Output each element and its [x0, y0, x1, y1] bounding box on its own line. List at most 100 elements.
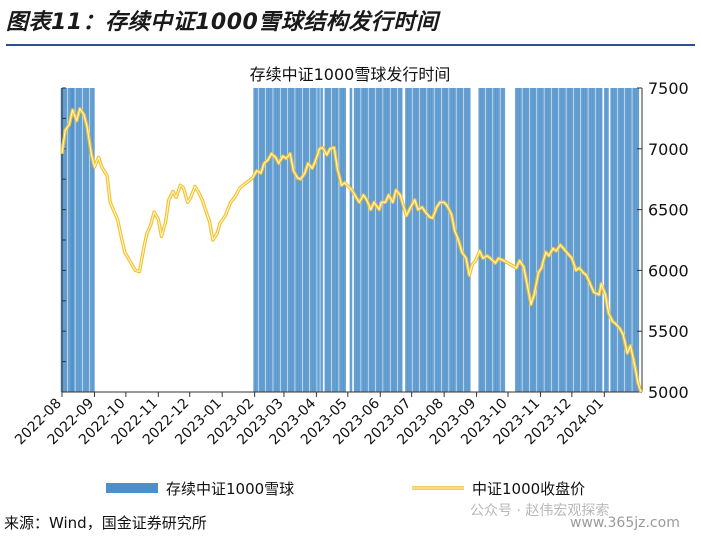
issue-bar — [436, 88, 440, 392]
issue-bar — [399, 88, 403, 392]
issue-bar — [343, 88, 346, 392]
issue-bar — [414, 88, 418, 392]
issue-bar — [453, 88, 456, 392]
issue-bar — [260, 88, 264, 392]
issue-bar — [583, 88, 586, 392]
issue-bar — [306, 88, 310, 392]
issue-bar — [64, 88, 68, 392]
issue-bar — [297, 88, 300, 392]
issue-bar — [368, 88, 372, 392]
issue-bar — [526, 88, 530, 392]
issue-bar — [636, 88, 640, 392]
issue-bar — [592, 88, 596, 392]
issue-bar — [86, 88, 90, 392]
issue-bar — [372, 88, 376, 392]
issue-bar — [445, 88, 449, 392]
issue-bar — [581, 88, 584, 392]
issue-bar — [568, 88, 572, 392]
issue-bar — [84, 88, 88, 392]
issue-bar — [588, 88, 591, 392]
issue-bar — [255, 88, 259, 392]
issue-bar — [524, 88, 528, 392]
issue-bar — [275, 88, 278, 392]
issue-bar — [75, 88, 78, 392]
legend-label-line: 中证1000收盘价 — [472, 480, 585, 498]
y-tick-label: 7000 — [648, 140, 689, 159]
issue-bar — [253, 88, 256, 392]
issue-bar — [629, 88, 632, 392]
issue-bar — [287, 88, 291, 392]
issue-bar — [421, 88, 425, 392]
issue-bar — [541, 88, 544, 392]
legend-label-bars: 存续中证1000雪球 — [166, 480, 294, 498]
issue-bar — [619, 88, 623, 392]
issue-bar — [624, 88, 628, 392]
y-tick-label: 6500 — [648, 201, 689, 220]
issue-bar — [606, 88, 609, 392]
issue-bar — [449, 88, 452, 392]
issue-bar — [522, 88, 525, 392]
issue-bar — [423, 88, 427, 392]
source-note: 来源：Wind，国金证券研究所 — [4, 514, 207, 532]
issue-bar — [394, 88, 398, 392]
issue-bar — [419, 88, 423, 392]
issue-bar — [485, 88, 489, 392]
issue-bar — [465, 88, 469, 392]
issue-bar — [478, 88, 482, 392]
issue-bar — [299, 88, 303, 392]
chart-title: 存续中证1000雪球发行时间 — [250, 65, 451, 84]
issue-bar — [627, 88, 630, 392]
issue-bar — [529, 88, 533, 392]
y-tick-label: 5500 — [648, 322, 689, 341]
issue-bar — [438, 88, 442, 392]
issue-bar — [544, 88, 547, 392]
issue-bar — [361, 88, 364, 392]
issue-bar — [380, 88, 383, 392]
issue-bar — [341, 88, 344, 392]
issue-bar — [353, 88, 357, 392]
issue-bar — [358, 88, 361, 392]
issue-bar — [575, 88, 579, 392]
issue-bar — [551, 88, 555, 392]
issue-bar — [561, 88, 564, 392]
issue-bar — [339, 88, 342, 392]
legend-swatch-bars — [106, 483, 158, 493]
y-tick-label: 6000 — [648, 261, 689, 280]
issue-bar — [614, 88, 618, 392]
issue-bar — [302, 88, 306, 392]
issue-bar — [431, 88, 434, 392]
issue-bar — [314, 88, 317, 392]
issue-bar — [451, 88, 454, 392]
issue-bar — [599, 88, 603, 392]
title-divider — [6, 44, 695, 46]
issue-bar — [90, 88, 93, 392]
issue-bar — [262, 88, 266, 392]
issue-bar — [79, 88, 83, 392]
issue-bar — [555, 88, 559, 392]
issue-bar — [68, 88, 71, 392]
issue-bar — [621, 88, 625, 392]
issue-bar — [443, 88, 447, 392]
issue-bar — [610, 88, 613, 392]
issue-bar — [585, 88, 588, 392]
issue-bar — [72, 88, 75, 392]
issue-bar — [336, 88, 339, 392]
issue-bar — [539, 88, 542, 392]
close-price-line-inner — [61, 108, 642, 393]
issue-bar — [349, 88, 353, 392]
issue-bar — [502, 88, 506, 392]
issue-bar — [533, 88, 537, 392]
issue-bar — [489, 88, 493, 392]
issue-bar — [563, 88, 566, 392]
issue-bar — [77, 88, 81, 392]
issue-bar — [280, 88, 284, 392]
issue-bar — [416, 88, 420, 392]
issue-bar — [370, 88, 374, 392]
issue-bar — [387, 88, 390, 392]
issue-bar — [284, 88, 288, 392]
issue-bar — [566, 88, 569, 392]
issue-bar — [573, 88, 577, 392]
issue-bar — [333, 88, 337, 392]
issue-bar — [365, 88, 368, 392]
issue-bar — [590, 88, 594, 392]
